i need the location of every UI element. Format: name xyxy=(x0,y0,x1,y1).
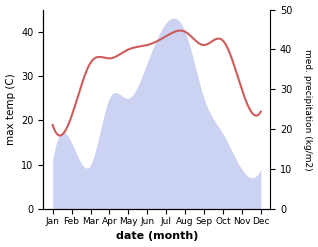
Y-axis label: max temp (C): max temp (C) xyxy=(5,74,16,145)
X-axis label: date (month): date (month) xyxy=(115,231,198,242)
Y-axis label: med. precipitation (kg/m2): med. precipitation (kg/m2) xyxy=(303,49,313,170)
